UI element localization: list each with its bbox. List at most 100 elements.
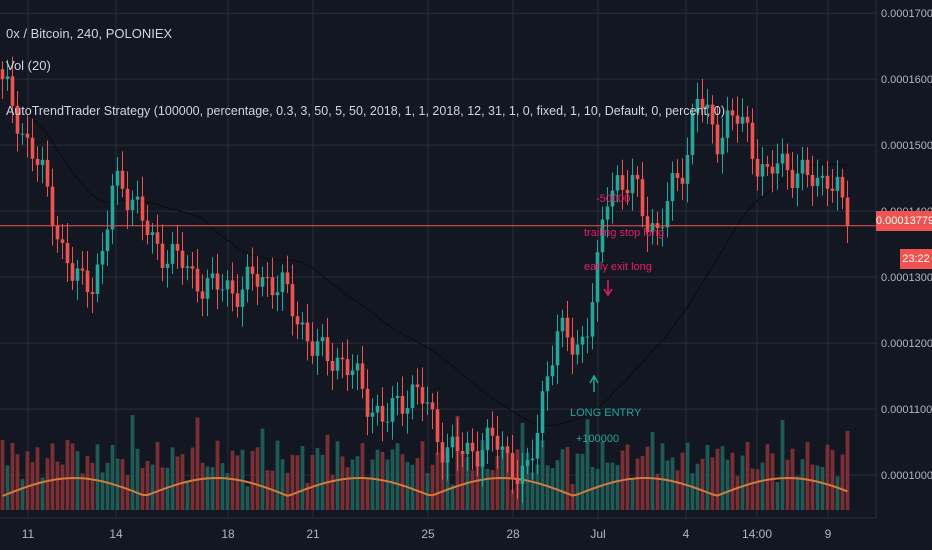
candle-body — [790, 169, 795, 189]
long-entry-label: LONG ENTRY — [570, 407, 642, 419]
volume-bar — [550, 468, 555, 510]
candle-body — [285, 272, 290, 285]
candle-body — [570, 337, 575, 355]
strategy-legend[interactable]: AutoTrendTrader Strategy (100000, percen… — [6, 104, 725, 118]
candle-body — [15, 105, 20, 134]
candle-body — [470, 442, 475, 452]
volume-bar — [370, 459, 375, 510]
candle-body — [615, 175, 620, 191]
volume-bar — [20, 479, 25, 510]
candle-body — [390, 398, 395, 422]
candle-body — [780, 153, 785, 164]
volume-bar — [660, 443, 665, 510]
candle-body — [665, 201, 670, 228]
moving-average-line — [2, 76, 848, 427]
volume-bar — [10, 442, 15, 510]
volume-bar — [40, 477, 45, 510]
candle-body — [55, 225, 60, 240]
volume-bar — [100, 472, 105, 510]
candle-body — [70, 263, 75, 281]
volume-bar — [600, 441, 605, 510]
candle-body — [455, 436, 460, 452]
volume-bar — [775, 482, 780, 510]
candle-body — [535, 432, 540, 459]
volume-bar — [540, 440, 545, 510]
time-axis[interactable]: 11 14 18 21 25 28 Jul 4 14:00 9 — [22, 527, 832, 541]
candle-body — [120, 170, 125, 189]
candle-body — [130, 199, 135, 211]
candle-body — [600, 219, 605, 253]
candle-body — [700, 98, 705, 109]
volume-bar — [230, 450, 235, 510]
candle-body — [210, 273, 215, 279]
volume-bar — [695, 463, 700, 510]
volume-bar — [765, 444, 770, 510]
volume-bar — [90, 462, 95, 510]
early-exit-label: early exit long — [584, 261, 652, 273]
candle-body — [90, 292, 95, 295]
volume-bar — [65, 440, 70, 510]
candle-body — [50, 186, 55, 226]
candle-body — [0, 69, 5, 80]
candle-body — [310, 341, 315, 356]
volume-bar — [425, 473, 430, 510]
volume-bar — [705, 444, 710, 510]
time-tick-label: 25 — [421, 527, 435, 541]
volume-bar — [25, 451, 30, 510]
last-price-tag: 0.00013779 — [876, 211, 932, 231]
candle-body — [360, 363, 365, 389]
entry-size-label: +100000 — [576, 433, 619, 445]
candle-body — [760, 164, 765, 177]
volume-legend[interactable]: Vol (20) — [6, 58, 51, 73]
price-axis[interactable]: 0.000170000.000160000.000150000.00014000… — [881, 8, 932, 482]
candle-body — [400, 395, 405, 414]
volume-bar — [410, 464, 415, 510]
candle-body — [740, 116, 745, 124]
volume-bar — [815, 465, 820, 510]
candle-body — [805, 159, 810, 175]
candle-body — [650, 223, 655, 233]
volume-bar — [395, 443, 400, 510]
candle-body — [745, 116, 750, 123]
candle-body — [845, 197, 850, 226]
volume-bar — [80, 473, 85, 510]
candle-body — [820, 175, 825, 178]
time-tick-label: 14 — [109, 527, 123, 541]
candle-body — [275, 292, 280, 296]
candle-body — [240, 289, 245, 307]
volume-bar — [350, 459, 355, 510]
candle-body — [370, 412, 375, 417]
volume-bar — [625, 444, 630, 510]
candle-body — [765, 164, 770, 167]
entry-arrow-icon — [589, 374, 599, 392]
volume-bar — [275, 440, 280, 510]
candle-body — [710, 104, 715, 125]
candles — [0, 56, 850, 504]
volume-bar — [800, 459, 805, 510]
candle-body — [230, 280, 235, 294]
volume-bar — [445, 454, 450, 510]
volume-bar — [250, 450, 255, 510]
candle-body — [385, 421, 390, 423]
volume-bar — [655, 473, 660, 510]
volume-bar — [290, 454, 295, 510]
volume-bar — [755, 469, 760, 510]
volume-moving-average — [2, 476, 848, 497]
volume-bar — [385, 459, 390, 510]
volume-bar — [650, 432, 655, 510]
candle-body — [180, 250, 185, 268]
volume-bar — [50, 443, 55, 510]
volume-bar — [340, 456, 345, 510]
candle-body — [150, 232, 155, 236]
volume-bar — [470, 470, 475, 510]
volume-bar — [585, 419, 590, 510]
candle-body — [115, 170, 120, 186]
volume-bar — [710, 457, 715, 510]
candle-body — [35, 158, 40, 166]
volume-bar — [335, 441, 340, 510]
candle-body — [195, 268, 200, 292]
symbol-legend[interactable]: 0x / Bitcoin, 240, POLONIEX — [6, 26, 173, 41]
volume-bar — [105, 462, 110, 510]
